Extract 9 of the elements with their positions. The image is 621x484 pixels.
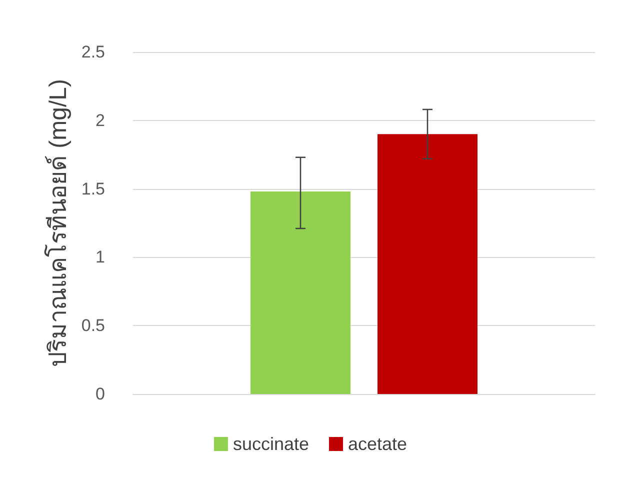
y-tick-label: 2.5	[81, 42, 105, 62]
legend-label: acetate	[348, 434, 408, 454]
y-tick-label: 0	[96, 384, 105, 404]
legend-label: succinate	[232, 434, 310, 454]
y-tick-label: 2	[96, 110, 105, 130]
y-tick-label: 1.5	[81, 179, 105, 198]
y-axis-title: ปริมาณแคโรทีนอยด์ (mg/L)	[44, 78, 72, 368]
y-tick-label: 1	[96, 248, 105, 267]
y-tick-label: 0.5	[81, 316, 105, 336]
